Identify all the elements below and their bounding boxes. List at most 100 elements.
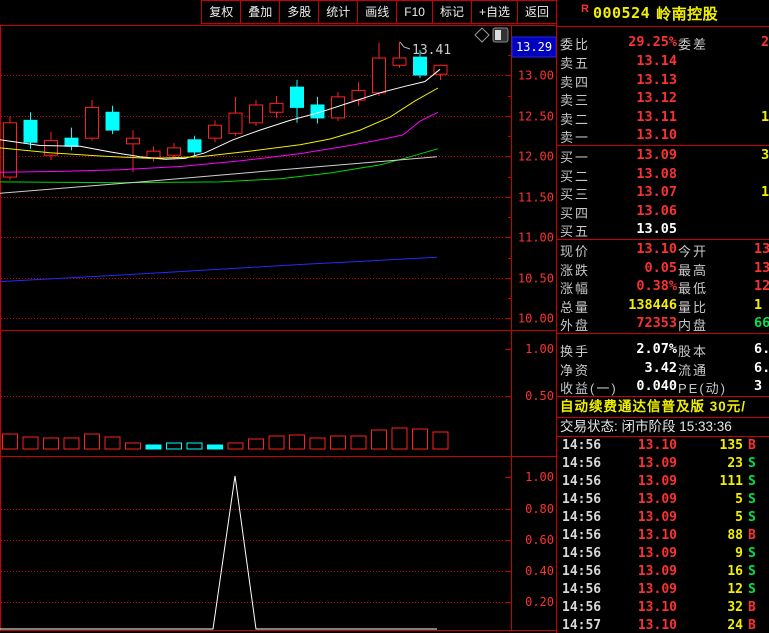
field-value: 6.7 [754,340,769,357]
subscription-banner[interactable]: 自动续费通达信普及版 30元/ [560,398,747,414]
tick-price: 13.09 [637,473,677,489]
level-price[interactable]: 13.14 [636,53,677,69]
tick-price: 13.10 [637,599,677,615]
tick-time: 14:56 [562,545,602,561]
price-info-row: 外盘 72353 内盘 66 [557,314,769,333]
indicator-box [289,434,305,450]
toolbar-button[interactable]: F10 [396,1,432,23]
indicator-box [432,431,449,450]
level-price[interactable]: 13.05 [636,221,677,238]
field-value: 0.38% [636,278,677,295]
ma-gray [0,156,438,194]
level-label: 买二 [560,168,591,184]
indicator-box [330,435,346,450]
sell-orderbook: 卖五 13.14 卖四 13.13 卖三 13.12 卖二 13.11 1 卖一 … [557,52,769,145]
level-label: 卖五 [560,56,591,71]
field-value: 13 [754,240,769,257]
tick-volume: 23 [727,455,743,471]
price-axis-label: 12.50 [518,110,554,124]
kline-chart[interactable]: 13.00 12.50 12.00 11.50 11.00 10.50 10.00 1.00 0… [0,25,557,633]
toolbar-button[interactable]: 标记 [431,1,471,23]
field-value: 12 [754,278,769,295]
field-label: PE(动) [678,381,728,397]
field-label: 换手 [560,343,591,359]
toolbar-button[interactable]: 多股 [279,1,318,23]
tick-time: 14:56 [562,455,602,471]
level-price[interactable]: 13.13 [636,71,677,88]
level-price[interactable]: 13.07 [636,184,677,201]
level-label: 买三 [560,187,591,203]
level-price[interactable]: 13.10 [636,127,677,144]
toolbar-buttons: 复权 叠加 多股 统计 画线 F10 标记 +自选 返回 [201,0,557,24]
field-value: 1 [754,296,763,313]
tick-row: 14:56 13.09 5 S [557,491,769,509]
buy-level-row: 买二 13.08 [557,165,769,184]
price-axis-label: 13.00 [518,69,554,83]
indicator-box [125,442,141,450]
field-value: 138446 [628,296,677,313]
price-axis-label: 10.50 [518,272,554,286]
tick-price: 13.09 [637,545,677,561]
ma-white [0,68,441,160]
last-price-box: 13.29 [516,40,552,54]
field-value: 0.040 [636,378,677,395]
toolbar-button[interactable]: 叠加 [240,1,279,23]
tick-row: 14:56 13.10 32 B [557,599,769,617]
price-info: 现价 13.10 今开 13 涨跌 0.05 最高 13 涨幅 0.38% 最低 1… [557,240,769,333]
tick-side: S [748,473,756,489]
field-value: 72353 [636,315,677,332]
fundamental-row: 换手 2.07% 股本 6.7 [557,340,769,359]
candle [167,147,181,156]
candle [208,124,222,139]
level-price[interactable]: 13.11 [636,108,677,125]
indicator-axis-label: 0.60 [525,533,554,547]
sell-level-row: 卖四 13.13 [557,71,769,90]
candle [413,56,427,76]
field-label: 总量 [560,299,591,315]
price-info-row: 现价 13.10 今开 13 [557,240,769,259]
level-price[interactable]: 13.09 [636,146,677,163]
tick-side: S [748,509,756,525]
field-label: 量比 [678,299,709,315]
indicator-box [104,436,121,450]
tick-time: 14:56 [562,581,602,597]
candle [126,137,140,145]
level-volume: 1 [761,108,769,125]
toolbar-button[interactable]: 画线 [357,1,396,23]
weicha-value: 2 [761,34,769,50]
tick-side: B [748,617,756,633]
candle [105,111,120,131]
indicator-box [43,437,59,450]
toolbar-button[interactable]: 复权 [201,1,240,23]
sell-level-row: 卖三 13.12 [557,89,769,108]
level-price[interactable]: 13.12 [636,90,677,107]
level-price[interactable]: 13.06 [636,202,677,219]
tick-time: 14:56 [562,527,602,543]
tick-list[interactable]: 14:56 13.10 135 B 14:56 13.09 23 S 14:56 1… [557,437,769,633]
toolbar-button[interactable]: +自选 [470,1,517,23]
diamond-marker-icon[interactable] [474,27,490,43]
candle [85,106,99,139]
ma-blue [0,256,438,283]
level-label: 卖二 [560,111,591,127]
level-price[interactable]: 13.08 [636,165,677,182]
field-value: 2.07% [636,340,677,357]
tick-side: S [748,581,756,597]
tick-time: 14:56 [562,509,602,525]
candle [433,64,448,75]
indicator-box [227,442,244,450]
candle [269,102,284,113]
tick-time: 14:56 [562,437,602,453]
tick-price: 13.10 [637,527,677,543]
tick-price: 13.10 [637,617,677,633]
indicator-axis-label: 0.80 [525,502,554,516]
tick-volume: 5 [735,509,743,525]
sell-level-row: 卖一 13.10 [557,126,769,145]
toolbar-button[interactable]: 返回 [516,1,557,23]
tick-row: 14:56 13.09 16 S [557,563,769,581]
tick-volume: 16 [727,563,743,579]
tick-price: 13.09 [637,491,677,507]
toolbar-button[interactable]: 统计 [318,1,357,23]
tick-row: 14:56 13.09 111 S [557,473,769,491]
indicator-box [84,433,100,450]
